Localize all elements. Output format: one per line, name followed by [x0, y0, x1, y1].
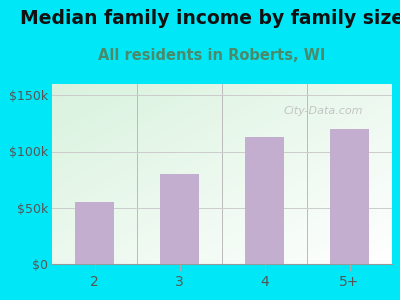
Text: Median family income by family size: Median family income by family size: [20, 9, 400, 28]
Text: City-Data.com: City-Data.com: [283, 106, 363, 116]
Bar: [330, 129, 369, 264]
Text: All residents in Roberts, WI: All residents in Roberts, WI: [98, 48, 326, 63]
Bar: [245, 137, 284, 264]
Bar: [75, 202, 114, 264]
Bar: [160, 174, 199, 264]
